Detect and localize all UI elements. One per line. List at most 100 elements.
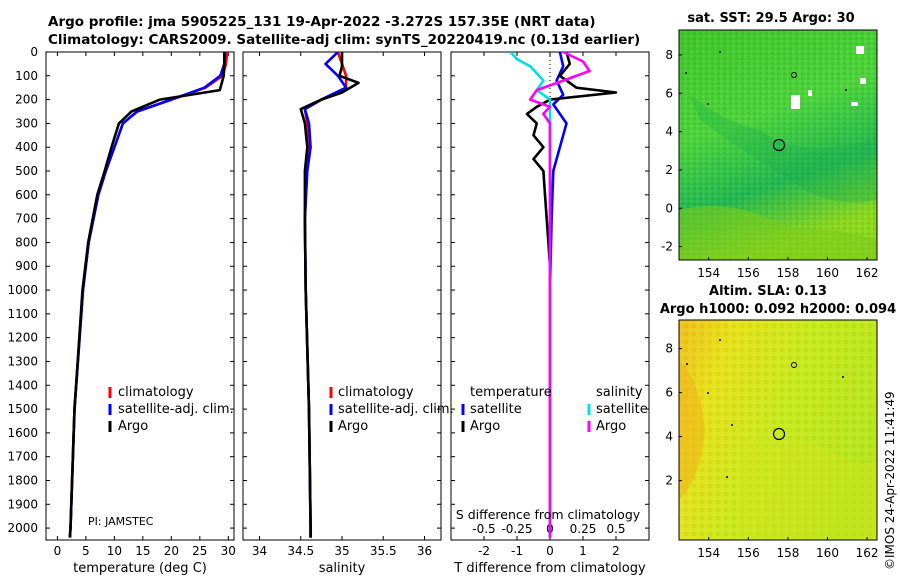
map-y-tick-label: 4 xyxy=(665,125,673,139)
sst-missing-cell xyxy=(791,95,800,109)
s-tick-label: -0.25 xyxy=(501,522,532,536)
depth-tick-label: 700 xyxy=(15,212,38,226)
map-y-tick-label: 6 xyxy=(665,86,673,100)
difference-xlabel: T difference from climatology xyxy=(453,561,646,576)
sla-map-title: Altim. SLA: 0.13 xyxy=(709,284,827,299)
depth-tick-label: 1200 xyxy=(7,331,38,345)
depth-tick-label: 0 xyxy=(30,45,38,59)
map-y-tick-label: 2 xyxy=(665,474,673,488)
x-tick-label: -1 xyxy=(511,544,523,558)
island-marker xyxy=(845,89,847,91)
sla-high-patch xyxy=(679,360,705,500)
pi-label: PI: JAMSTEC xyxy=(88,515,154,528)
depth-tick-label: 1900 xyxy=(7,497,38,511)
map-x-tick-label: 154 xyxy=(697,546,720,560)
x-tick-label: -2 xyxy=(478,544,490,558)
x-tick-label: 30 xyxy=(221,544,236,558)
sla-map-texture xyxy=(679,320,877,540)
map-x-tick-label: 162 xyxy=(856,546,879,560)
salinity-xlabel: salinity xyxy=(319,561,366,576)
x-tick-label: 35 xyxy=(334,544,349,558)
s-tick-label: -0.5 xyxy=(472,522,495,536)
x-tick-label: 5 xyxy=(82,544,90,558)
salinity-legend: climatology satellite-adj. clim. Argo xyxy=(329,385,454,434)
sst-missing-cell xyxy=(860,78,866,84)
depth-tick-label: 1800 xyxy=(7,473,38,487)
series-line-argo xyxy=(299,52,360,538)
legend-temp-argo: Argo xyxy=(470,419,500,434)
depth-tick-label: 400 xyxy=(15,140,38,154)
sst-argo-position xyxy=(772,138,786,152)
island-marker xyxy=(707,103,709,105)
map-x-tick-label: 162 xyxy=(856,266,879,280)
depth-tick-label: 1700 xyxy=(7,450,38,464)
x-tick-label: 36 xyxy=(417,544,432,558)
temperature-xlabel: temperature (deg C) xyxy=(73,561,207,576)
depth-tick-label: 800 xyxy=(15,235,38,249)
map-x-tick-label: 160 xyxy=(816,266,839,280)
s-difference-label: S difference from climatology xyxy=(456,507,641,522)
legend-temperature-title: temperature xyxy=(470,385,552,400)
legend-sal-satellite: satellite xyxy=(596,402,648,417)
depth-tick-label: 900 xyxy=(15,259,38,273)
sla-argo-position xyxy=(772,427,786,441)
s-tick-label: 0.5 xyxy=(606,522,625,536)
sla-patch xyxy=(740,436,877,540)
depth-tick-label: 300 xyxy=(15,116,38,130)
salinity-axes xyxy=(242,51,442,541)
map-x-tick-label: 158 xyxy=(776,546,799,560)
map-x-tick-label: 156 xyxy=(737,266,760,280)
map-y-tick-label: 8 xyxy=(665,342,673,356)
island-marker xyxy=(686,363,688,365)
legend-argo: Argo xyxy=(118,419,148,434)
legend-argo: Argo xyxy=(338,419,368,434)
s-tick-label: 0.25 xyxy=(570,522,597,536)
plot-title-line2: Climatology: CARS2009. Satellite-adj cli… xyxy=(48,32,641,48)
legend-sal-argo: Argo xyxy=(596,419,626,434)
x-tick-label: 25 xyxy=(192,544,207,558)
x-tick-label: 35.5 xyxy=(370,544,397,558)
map-x-tick-label: 156 xyxy=(737,546,760,560)
sst-missing-cell xyxy=(808,90,812,96)
depth-tick-label: 1400 xyxy=(7,378,38,392)
map-y-tick-label: -2 xyxy=(661,240,673,254)
legend-temp-satellite: satellite xyxy=(470,402,522,417)
legend-satellite: satellite-adj. clim. xyxy=(118,402,234,417)
depth-tick-label: 1000 xyxy=(7,283,38,297)
map-x-tick-label: 158 xyxy=(776,266,799,280)
island-marker xyxy=(726,476,728,478)
map-y-tick-label: 0 xyxy=(665,201,673,215)
depth-tick-label: 1500 xyxy=(7,402,38,416)
island-marker xyxy=(719,339,721,341)
x-tick-label: 1 xyxy=(579,544,587,558)
sst-missing-cell xyxy=(851,102,858,106)
depth-tick-label: 2000 xyxy=(7,521,38,535)
depth-tick-label: 1300 xyxy=(7,354,38,368)
sst-map-title: sat. SST: 29.5 Argo: 30 xyxy=(687,11,854,26)
x-tick-label: 0 xyxy=(546,544,554,558)
legend-satellite: satellite-adj. clim. xyxy=(338,402,454,417)
series-line-argo xyxy=(68,52,226,538)
map-x-tick-label: 154 xyxy=(697,266,720,280)
x-tick-label: 2 xyxy=(612,544,620,558)
depth-tick-label: 100 xyxy=(15,69,38,83)
x-tick-label: 34.5 xyxy=(287,544,314,558)
legend-salinity-title: salinity xyxy=(596,385,643,400)
depth-tick-label: 1100 xyxy=(7,307,38,321)
island-marker xyxy=(842,376,844,378)
island-marker xyxy=(791,362,797,368)
x-tick-label: 34 xyxy=(252,544,267,558)
island-marker xyxy=(707,392,709,394)
sla-map-frame xyxy=(678,319,878,541)
island-marker xyxy=(791,72,797,78)
difference-legend: temperature satellite Argo salinity sate… xyxy=(461,385,648,434)
map-x-tick-label: 160 xyxy=(816,546,839,560)
map-y-tick-label: 4 xyxy=(665,430,673,444)
legend-climatology: climatology xyxy=(118,385,194,400)
island-marker xyxy=(731,424,733,426)
x-tick-label: 0 xyxy=(54,544,62,558)
sst-warm-patch xyxy=(679,206,877,260)
sst-map-frame xyxy=(678,29,878,261)
map-y-tick-label: 6 xyxy=(665,386,673,400)
